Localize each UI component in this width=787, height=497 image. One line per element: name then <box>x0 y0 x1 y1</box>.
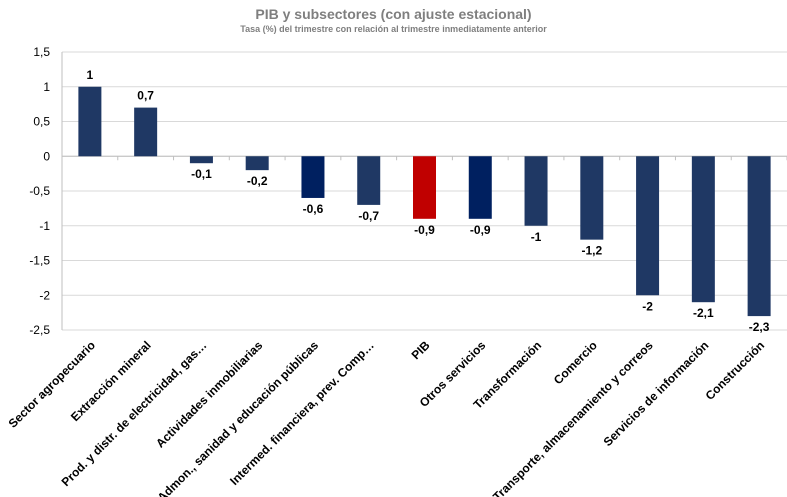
y-tick-label: -0,5 <box>29 184 50 198</box>
data-label: -0,6 <box>303 202 324 216</box>
y-tick-label: 1 <box>43 80 50 94</box>
category-label: Construcción <box>703 338 768 403</box>
bar <box>357 156 381 205</box>
data-label: -0,7 <box>358 209 379 223</box>
data-label: 0,7 <box>137 89 154 103</box>
data-label: -2,1 <box>693 306 714 320</box>
bar <box>636 156 660 296</box>
y-tick-label: 0 <box>43 149 50 163</box>
y-tick-label: -1 <box>39 219 50 233</box>
chart-subtitle: Tasa (%) del trimestre con relación al t… <box>240 24 547 34</box>
category-label: Servicios de información <box>601 338 712 449</box>
y-tick-label: -2 <box>39 288 50 302</box>
category-label: Actividades inmobiliarias <box>153 338 265 450</box>
chart-title: PIB y subsectores (con ajuste estacional… <box>255 6 532 22</box>
bar <box>524 156 548 226</box>
data-label: -0,1 <box>191 167 212 181</box>
bar <box>691 156 715 303</box>
data-label: -1 <box>531 230 542 244</box>
data-label: -0,2 <box>247 174 268 188</box>
bar <box>413 156 436 219</box>
bar <box>189 156 213 164</box>
bar <box>580 156 604 240</box>
data-label: -2,3 <box>749 320 770 334</box>
bar <box>245 156 269 171</box>
bar <box>301 156 325 198</box>
bar <box>747 156 771 317</box>
bar <box>78 86 102 157</box>
data-label: -1,2 <box>581 244 602 258</box>
y-tick-label: -2,5 <box>29 323 50 337</box>
data-label: -0,9 <box>470 223 491 237</box>
y-tick-label: 0,5 <box>33 115 50 129</box>
data-label: 1 <box>87 68 94 82</box>
category-label: PIB <box>409 338 433 362</box>
data-label: -2 <box>642 299 653 313</box>
y-tick-label: -1,5 <box>29 254 50 268</box>
data-label: -0,9 <box>414 223 435 237</box>
category-label: Comercio <box>551 338 600 387</box>
y-tick-label: 1,5 <box>33 45 50 59</box>
bar <box>134 107 158 157</box>
bar <box>468 156 492 219</box>
